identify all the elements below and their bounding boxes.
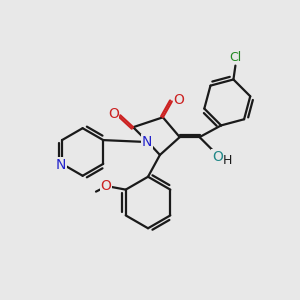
Text: O: O — [173, 94, 184, 107]
Text: O: O — [100, 179, 111, 193]
Text: N: N — [142, 135, 152, 149]
Text: O: O — [212, 150, 223, 164]
Text: O: O — [108, 107, 119, 121]
Text: Cl: Cl — [229, 51, 242, 64]
Text: N: N — [56, 158, 66, 172]
Text: H: H — [223, 154, 232, 167]
